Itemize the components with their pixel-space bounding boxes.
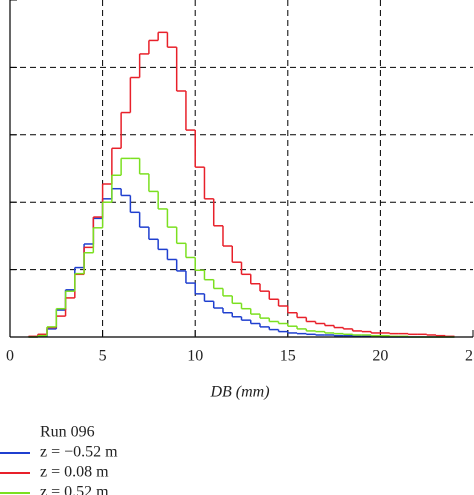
x-axis-label: DB (mm) [209, 384, 269, 401]
legend-label: z = 0.52 m [40, 484, 109, 495]
x-tick-label: 25 [465, 348, 474, 365]
x-tick-label: 15 [280, 348, 296, 365]
legend-label: z = −0.52 m [40, 444, 118, 461]
legend-label: z = 0.08 m [40, 464, 109, 481]
x-tick-label: 10 [187, 348, 203, 365]
x-tick-label: 5 [99, 348, 107, 365]
x-tick-label: 0 [6, 348, 14, 365]
x-tick-label: 20 [372, 348, 388, 365]
legend-title: Run 096 [40, 424, 95, 441]
